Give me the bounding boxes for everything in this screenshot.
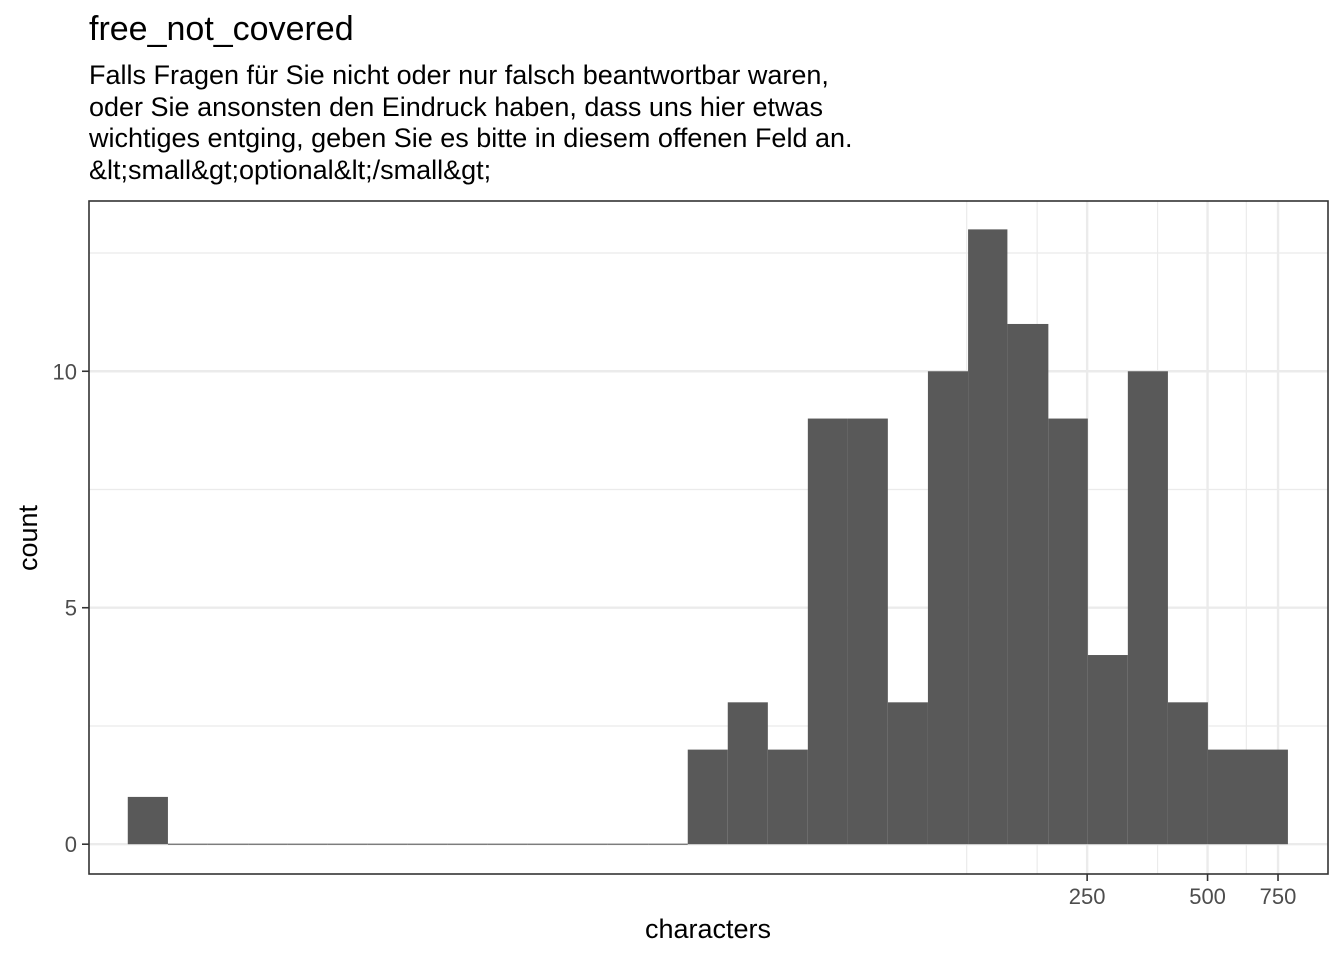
histogram-bar bbox=[727, 702, 768, 845]
subtitle-line-1: Falls Fragen für Sie nicht oder nur fals… bbox=[89, 60, 829, 90]
histogram-bars bbox=[127, 229, 1288, 845]
x-tick-label: 250 bbox=[1069, 884, 1106, 909]
subtitle-line-4: &lt;small&gt;optional&lt;/small&gt; bbox=[89, 154, 492, 185]
histogram-bar bbox=[767, 749, 808, 845]
histogram-bar bbox=[1007, 323, 1049, 845]
chart-title: free_not_covered bbox=[89, 10, 354, 48]
histogram-bar bbox=[1087, 655, 1128, 845]
histogram-bar bbox=[1207, 749, 1248, 845]
histogram-bar bbox=[1127, 371, 1168, 845]
histogram-bar bbox=[847, 418, 888, 845]
histogram-bar bbox=[127, 796, 168, 845]
plot-panel-border bbox=[88, 200, 1329, 875]
histogram-bar bbox=[1048, 418, 1088, 845]
histogram-bar bbox=[887, 702, 928, 845]
histogram-bar bbox=[687, 749, 728, 845]
chart-subtitle: Falls Fragen für Sie nicht oder nur fals… bbox=[89, 60, 853, 186]
y-tick-label: 5 bbox=[65, 596, 77, 621]
histogram-bar bbox=[807, 418, 848, 845]
subtitle-line-3: wichtiges entging, geben Sie es bitte in… bbox=[89, 123, 853, 153]
histogram-bar bbox=[1247, 749, 1288, 845]
x-tick-label: 750 bbox=[1260, 884, 1297, 909]
subtitle-line-2: oder Sie ansonsten den Eindruck haben, d… bbox=[89, 91, 823, 122]
x-tick-label: 500 bbox=[1189, 884, 1226, 909]
histogram-bar bbox=[927, 371, 969, 845]
histogram-bar bbox=[968, 229, 1008, 845]
histogram-bar bbox=[1167, 702, 1208, 845]
x-axis-label: characters bbox=[645, 914, 771, 944]
y-axis-label: count bbox=[13, 504, 43, 571]
y-tick-label: 0 bbox=[65, 832, 77, 857]
y-tick-label: 10 bbox=[53, 359, 77, 384]
axes: 0 5 10 250 500 750 bbox=[53, 359, 1297, 909]
